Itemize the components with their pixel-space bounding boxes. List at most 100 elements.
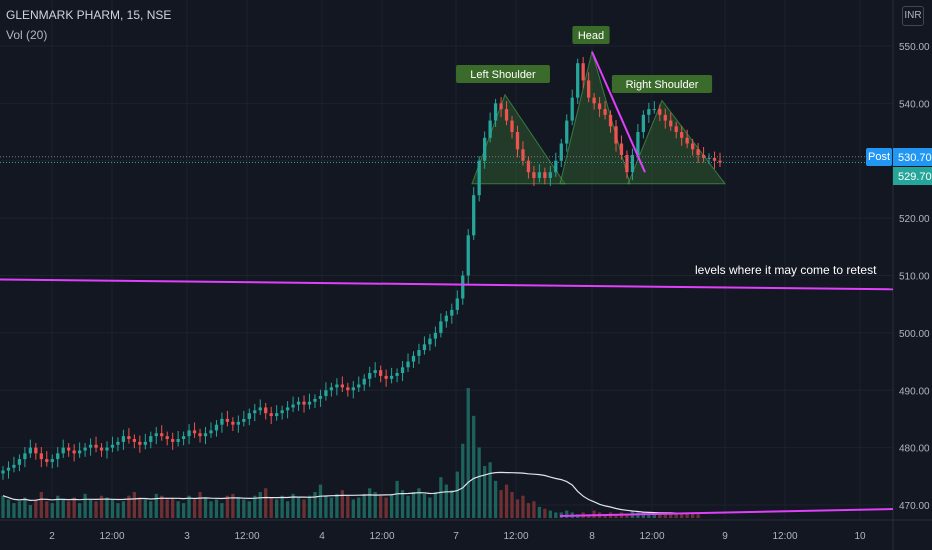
candle-body [192,430,197,434]
volume-bar [247,501,251,518]
volume-bar [603,514,607,518]
candle-body [422,344,427,351]
volume-bar [291,493,295,518]
volume-bar [428,497,432,518]
candle-body [132,439,137,442]
candle-body [247,413,251,419]
candle-body [433,332,438,339]
candle-body [203,433,208,437]
candle-body [346,387,350,391]
candle-body [258,407,262,411]
candle-body [368,373,372,379]
candle-body [625,155,629,173]
candle-body [603,109,607,115]
candle-body [428,338,432,345]
volume-ma-line [2,471,699,514]
x-tick-label: 4 [319,531,325,542]
volume-bar [548,510,552,518]
volume-bar [88,499,93,518]
candle-body [461,275,465,299]
candle-body [198,433,202,437]
x-tick-label: 7 [453,531,459,542]
candle-body [450,309,454,316]
volume-bar [340,490,344,518]
volume-bar [269,497,273,518]
candle-body [1,470,5,474]
volume-trendline [559,508,894,517]
volume-bar [225,495,230,518]
currency-button[interactable]: INR [902,6,924,26]
volume-bar [346,495,350,518]
y-tick-label: 550.00 [899,42,930,53]
last-price-badge [893,167,932,185]
volume-bar [72,497,76,518]
volume-bar [406,495,410,518]
candle-body [56,453,60,460]
x-tick-label: 12:00 [234,531,259,542]
candle-body [116,441,120,445]
volume-bar [94,501,98,518]
candle-body [483,137,487,161]
candle-body [231,421,235,425]
volume-bar [280,495,284,518]
volume-bar [510,492,514,518]
volume-bar [198,492,202,518]
candle-body [313,398,317,402]
volume-bar [318,484,323,518]
candle-body [379,370,383,376]
volume-bar [176,501,180,518]
candle-body [477,160,481,196]
candle-body [209,430,213,434]
volume-bar [521,495,525,518]
right-shoulder-area [627,99,727,185]
volume-bar [83,493,87,518]
candle-body [515,132,520,150]
volume-bar [110,499,115,518]
volume-bar [77,503,82,518]
volume-bar [258,492,262,518]
volume-bar [149,501,153,518]
volume-bar [680,514,684,518]
candle-body [362,378,366,385]
volume-bar [61,499,65,518]
candle-body [176,439,180,442]
y-tick-label: 510.00 [899,272,930,283]
symbol-title: GLENMARK PHARM, 15, NSE [6,8,172,22]
volume-bar [203,497,208,518]
volume-bar [67,501,71,518]
volume-bar [335,493,339,518]
candle-body [472,195,476,236]
candle-body [264,407,268,414]
candle-body [619,143,624,156]
candle-body [77,450,82,454]
candle-body [608,114,613,127]
candle-body [181,436,186,440]
candle-body [504,109,509,121]
post-price-value: 530.70 [898,152,932,164]
volume-bar [543,508,547,518]
volume-bar [658,514,662,518]
candle-body [685,137,689,144]
candle-body [521,149,525,161]
candle-body [253,410,257,414]
candle-body [510,120,514,133]
head-slope-line [591,51,646,173]
volume-bar [379,495,383,518]
candle-body [658,109,662,115]
left-shoulder-label: Left Shoulder [470,69,536,81]
candle-body [34,447,38,454]
volume-bar [565,510,569,518]
volume-bar [45,501,49,518]
volume-bar [477,447,481,518]
candle-body [554,160,558,173]
candle-body [488,120,492,138]
candle-body [291,404,295,408]
volume-bar [472,415,476,518]
candle-body [466,235,470,276]
candle-body [171,439,175,442]
candle-body [718,160,722,163]
volume-bar [439,477,443,518]
candle-body [318,395,323,399]
candle-body [329,387,334,391]
